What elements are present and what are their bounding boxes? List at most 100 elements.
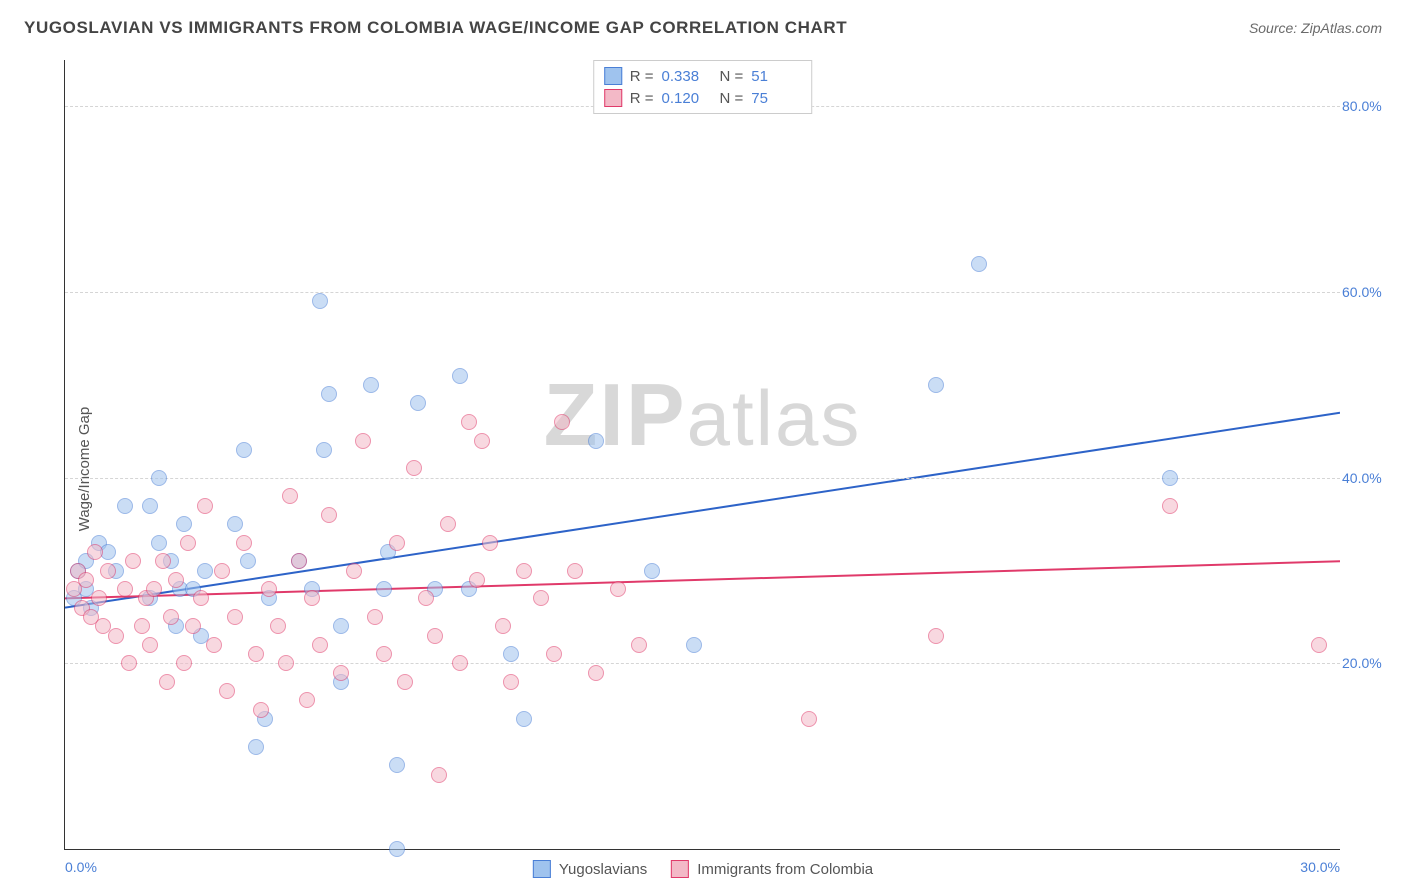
scatter-point-col — [163, 609, 179, 625]
scatter-point-yugo — [1162, 470, 1178, 486]
scatter-point-yugo — [516, 711, 532, 727]
scatter-point-col — [193, 590, 209, 606]
scatter-point-col — [248, 646, 264, 662]
scatter-point-col — [588, 665, 604, 681]
trend-line-col — [65, 561, 1340, 598]
scatter-point-col — [1311, 637, 1327, 653]
scatter-point-col — [376, 646, 392, 662]
scatter-point-col — [78, 572, 94, 588]
scatter-point-yugo — [176, 516, 192, 532]
scatter-point-col — [333, 665, 349, 681]
scatter-point-col — [355, 433, 371, 449]
scatter-point-yugo — [151, 535, 167, 551]
scatter-point-yugo — [686, 637, 702, 653]
scatter-point-col — [397, 674, 413, 690]
scatter-point-yugo — [971, 256, 987, 272]
scatter-point-col — [427, 628, 443, 644]
scatter-point-col — [108, 628, 124, 644]
scatter-point-yugo — [117, 498, 133, 514]
series-legend-label: Immigrants from Colombia — [697, 861, 873, 878]
scatter-point-col — [389, 535, 405, 551]
scatter-point-col — [155, 553, 171, 569]
scatter-point-col — [261, 581, 277, 597]
scatter-point-col — [282, 488, 298, 504]
scatter-point-yugo — [240, 553, 256, 569]
scatter-point-col — [180, 535, 196, 551]
legend-n-label: N = — [720, 90, 744, 107]
scatter-point-yugo — [312, 293, 328, 309]
scatter-point-col — [482, 535, 498, 551]
scatter-point-col — [469, 572, 485, 588]
scatter-point-col — [495, 618, 511, 634]
scatter-point-col — [567, 563, 583, 579]
legend-row-yugo: R = 0.338 N = 51 — [604, 65, 802, 87]
scatter-point-col — [516, 563, 532, 579]
legend-n-value: 51 — [751, 68, 801, 85]
legend-n-value: 75 — [751, 90, 801, 107]
scatter-point-col — [440, 516, 456, 532]
series-legend-item-col: Immigrants from Colombia — [671, 860, 873, 878]
scatter-point-yugo — [321, 386, 337, 402]
scatter-point-col — [610, 581, 626, 597]
scatter-point-col — [253, 702, 269, 718]
scatter-point-col — [631, 637, 647, 653]
scatter-point-col — [546, 646, 562, 662]
trend-lines — [65, 60, 1340, 849]
series-legend: Yugoslavians Immigrants from Colombia — [533, 860, 873, 878]
legend-swatch-yugo — [604, 67, 622, 85]
scatter-point-yugo — [503, 646, 519, 662]
scatter-point-col — [142, 637, 158, 653]
scatter-point-yugo — [410, 395, 426, 411]
scatter-point-col — [503, 674, 519, 690]
chart-title: YUGOSLAVIAN VS IMMIGRANTS FROM COLOMBIA … — [24, 18, 847, 38]
scatter-point-col — [299, 692, 315, 708]
legend-r-value: 0.338 — [662, 68, 712, 85]
scatter-point-yugo — [227, 516, 243, 532]
scatter-point-col — [304, 590, 320, 606]
scatter-point-yugo — [316, 442, 332, 458]
chart-area: Wage/Income Gap ZIPatlas R =0.338N =51R … — [16, 46, 1390, 892]
scatter-point-col — [121, 655, 137, 671]
series-legend-item-yugo: Yugoslavians — [533, 860, 647, 878]
scatter-point-col — [87, 544, 103, 560]
scatter-point-col — [206, 637, 222, 653]
scatter-point-yugo — [389, 757, 405, 773]
watermark: ZIPatlas — [544, 364, 862, 466]
scatter-point-yugo — [333, 618, 349, 634]
scatter-point-yugo — [363, 377, 379, 393]
grid-line — [65, 478, 1340, 479]
scatter-point-yugo — [389, 841, 405, 857]
scatter-point-col — [117, 581, 133, 597]
scatter-point-col — [406, 460, 422, 476]
plot-region: ZIPatlas R =0.338N =51R =0.120N =75 20.0… — [64, 60, 1340, 850]
scatter-point-col — [185, 618, 201, 634]
scatter-point-col — [270, 618, 286, 634]
x-tick-label: 0.0% — [65, 859, 97, 875]
chart-source: Source: ZipAtlas.com — [1249, 20, 1382, 36]
scatter-point-col — [461, 414, 477, 430]
scatter-point-yugo — [376, 581, 392, 597]
scatter-point-col — [176, 655, 192, 671]
y-tick-label: 40.0% — [1342, 470, 1390, 486]
series-swatch-yugo — [533, 860, 551, 878]
scatter-point-col — [533, 590, 549, 606]
legend-row-col: R =0.120N =75 — [604, 87, 802, 109]
grid-line — [65, 292, 1340, 293]
scatter-point-col — [431, 767, 447, 783]
chart-header: YUGOSLAVIAN VS IMMIGRANTS FROM COLOMBIA … — [0, 0, 1406, 48]
scatter-point-col — [291, 553, 307, 569]
scatter-point-col — [91, 590, 107, 606]
legend-r-value: 0.120 — [662, 90, 712, 107]
legend-n-label: N = — [720, 68, 744, 85]
scatter-point-col — [321, 507, 337, 523]
y-tick-label: 80.0% — [1342, 98, 1390, 114]
scatter-point-yugo — [588, 433, 604, 449]
legend-r-label: R = — [630, 68, 654, 85]
scatter-point-yugo — [236, 442, 252, 458]
scatter-point-col — [554, 414, 570, 430]
scatter-point-col — [236, 535, 252, 551]
grid-line — [65, 663, 1340, 664]
scatter-point-col — [312, 637, 328, 653]
scatter-point-col — [1162, 498, 1178, 514]
scatter-point-col — [168, 572, 184, 588]
